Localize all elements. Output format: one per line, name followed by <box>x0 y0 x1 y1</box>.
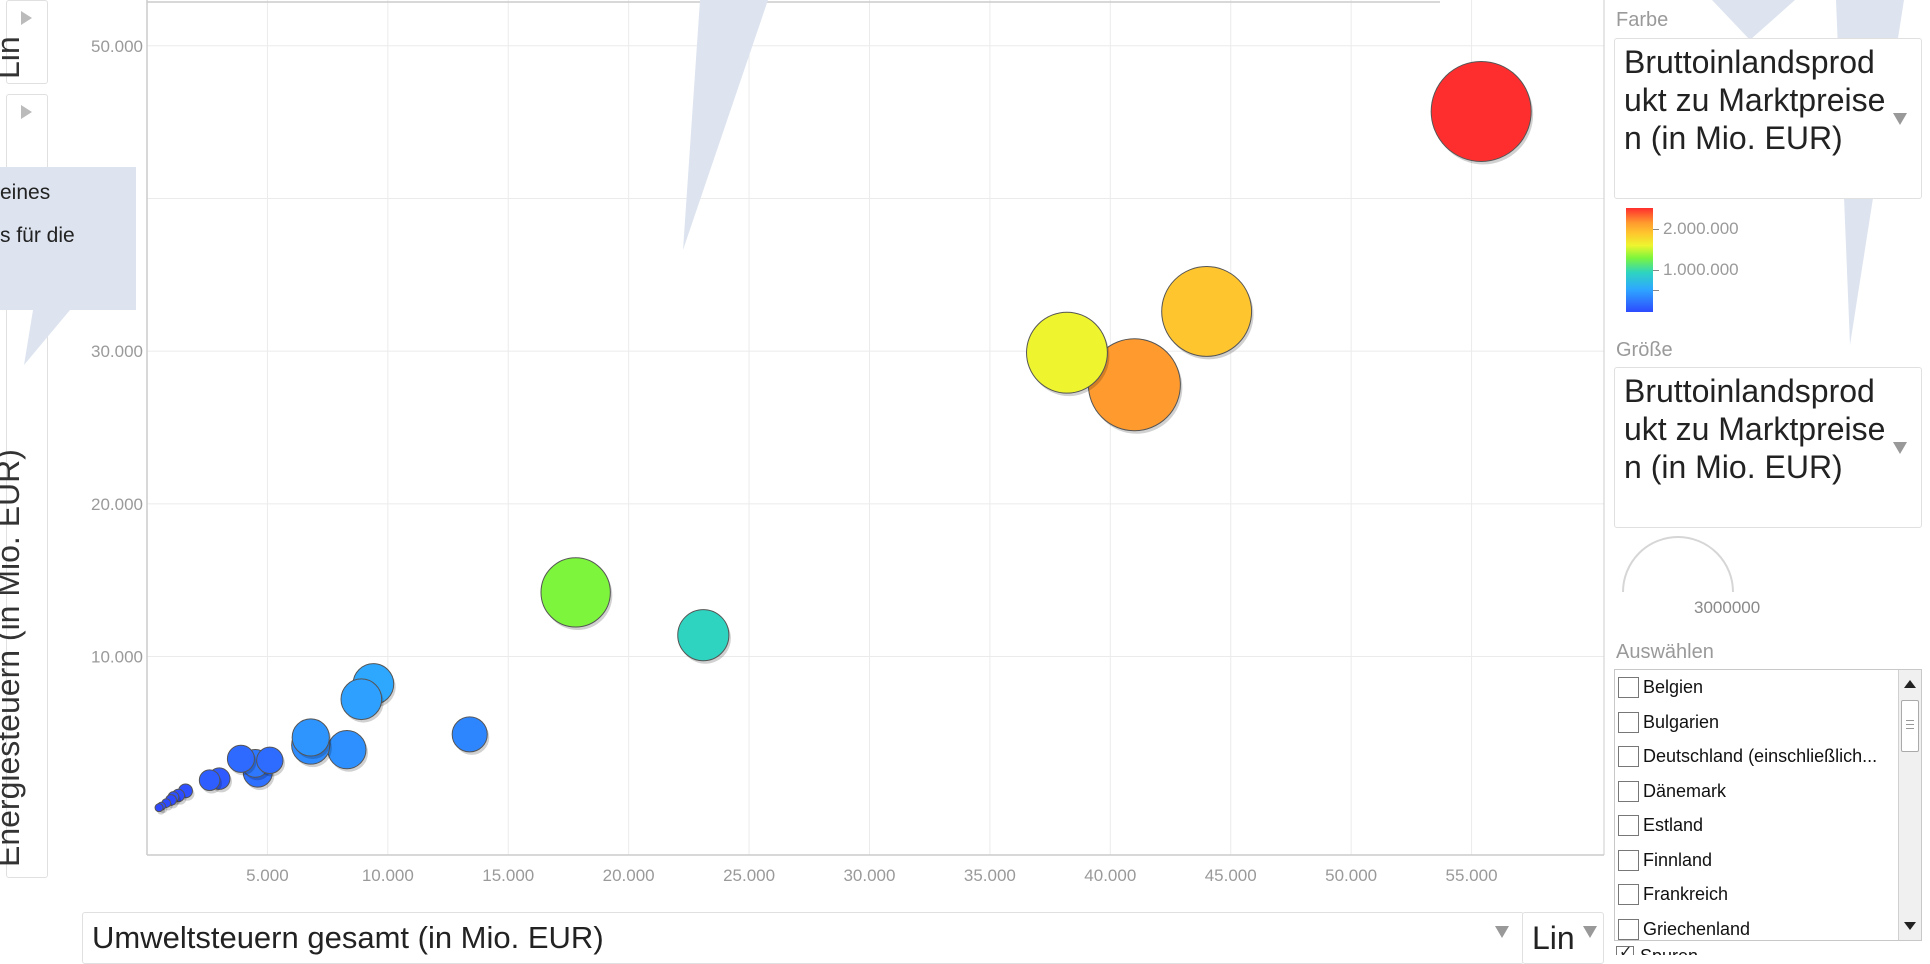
list-item[interactable]: Griechenland <box>1618 914 1898 941</box>
size-selector-value: Bruttoinlandsprodukt zu Marktpreisen (in… <box>1624 373 1886 485</box>
tooltip-line-1: eines <box>0 181 51 204</box>
y-scale-selector[interactable]: Lin <box>0 0 48 84</box>
scrollbar-thumb[interactable] <box>1901 700 1919 752</box>
y-tick-label: 10.000 <box>91 648 143 667</box>
list-item[interactable]: Estland <box>1618 810 1898 840</box>
list-item[interactable]: Dänemark <box>1618 776 1898 806</box>
legend-tick <box>1653 290 1659 291</box>
data-bubble <box>198 769 221 791</box>
check-icon: ✓ <box>1619 944 1633 955</box>
chevron-down-icon <box>1893 112 1907 125</box>
list-item-label: Griechenland <box>1643 918 1751 939</box>
trails-label: Spuren <box>1640 946 1698 955</box>
trails-checkbox[interactable]: ✓ <box>1616 944 1634 955</box>
color-selector-value: Bruttoinlandsprodukt zu Marktpreisen (in… <box>1624 44 1886 156</box>
tooltip-line-2: s für die <box>0 224 75 247</box>
data-bubble <box>1161 266 1253 357</box>
list-item-label: Estland <box>1643 815 1704 835</box>
x-tick-label: 15.000 <box>482 866 534 885</box>
x-tick-label: 45.000 <box>1205 866 1257 885</box>
data-bubble <box>256 746 284 774</box>
size-label: Größe <box>1616 339 1673 361</box>
y-tick-label: 50.000 <box>91 37 143 56</box>
data-bubble <box>1430 60 1532 162</box>
list-item-label: Bulgarien <box>1643 711 1720 732</box>
list-item[interactable]: Frankreich <box>1618 879 1898 909</box>
checkbox[interactable] <box>1618 677 1639 698</box>
list-item-label: Deutschland (einschließlich... <box>1643 746 1878 766</box>
size-selector[interactable]: Bruttoinlandsprodukt zu Marktpreisen (in… <box>1614 367 1922 528</box>
list-item-label: Frankreich <box>1643 884 1729 904</box>
size-legend-arc <box>1622 536 1734 593</box>
callout-pointer-panel <box>1712 0 1795 40</box>
checkbox[interactable] <box>1618 849 1639 871</box>
chevron-down-icon <box>1583 926 1597 938</box>
data-bubble <box>540 557 611 628</box>
checkbox[interactable] <box>1618 746 1639 767</box>
list-item-label: Finnland <box>1643 849 1713 870</box>
chevron-down-icon <box>1893 441 1907 454</box>
checkbox[interactable] <box>1618 711 1639 733</box>
x-scale-label: Lin <box>1532 920 1575 956</box>
data-bubble <box>226 744 255 773</box>
scroll-up-icon[interactable] <box>1904 680 1916 688</box>
y-tick-label: 30.000 <box>91 342 143 361</box>
color-label: Farbe <box>1616 9 1669 31</box>
callout-pointer-left <box>24 310 70 365</box>
checkbox[interactable] <box>1618 780 1639 802</box>
scroll-down-icon[interactable] <box>1904 922 1916 930</box>
checkbox[interactable] <box>1618 884 1639 905</box>
x-tick-label: 5.000 <box>246 866 289 885</box>
x-tick-label: 40.000 <box>1084 866 1136 885</box>
list-item-label: Dänemark <box>1643 780 1727 801</box>
tooltip-box: eines s für die <box>0 167 136 310</box>
scrollbar[interactable] <box>1898 670 1921 940</box>
checkbox[interactable] <box>1618 815 1639 836</box>
legend-tick <box>1653 270 1659 271</box>
color-selector[interactable]: Bruttoinlandsprodukt zu Marktpreisen (in… <box>1614 38 1922 199</box>
data-bubble <box>291 718 330 757</box>
x-tick-label: 20.000 <box>603 866 655 885</box>
data-bubble <box>154 803 164 813</box>
checkbox[interactable] <box>1618 918 1639 940</box>
color-legend: 2.000.000 1.000.000 <box>1626 208 1739 314</box>
legend-tick <box>1653 229 1659 230</box>
data-bubble <box>451 716 488 753</box>
legend-value-mid: 1.000.000 <box>1663 260 1739 279</box>
x-tick-label: 35.000 <box>964 866 1016 885</box>
select-label: Auswählen <box>1616 641 1714 663</box>
x-axis-label: Umweltsteuern gesamt (in Mio. EUR) <box>92 920 604 955</box>
chevron-down-icon <box>1495 926 1509 938</box>
x-scale-selector[interactable]: Lin <box>1522 912 1604 964</box>
bubble-chart[interactable]: 5.000 10.000 15.000 20.000 25.000 30.000 35.00… <box>0 0 1610 900</box>
expand-arrow-icon <box>21 105 32 119</box>
data-bubble <box>677 609 730 662</box>
x-axis-selector[interactable]: Umweltsteuern gesamt (in Mio. EUR) <box>82 912 1524 964</box>
x-tick-label: 10.000 <box>362 866 414 885</box>
x-tick-label: 55.000 <box>1446 866 1498 885</box>
size-legend-value: 3000000 <box>1694 598 1761 617</box>
x-tick-label: 25.000 <box>723 866 775 885</box>
legend-value-high: 2.000.000 <box>1663 219 1739 238</box>
data-bubble <box>1026 311 1108 394</box>
list-item[interactable]: Finnland <box>1618 845 1898 875</box>
data-bubble <box>340 678 383 721</box>
callout-pointer-top <box>683 0 768 250</box>
trails-toggle[interactable]: ✓ Spuren <box>1614 944 1814 955</box>
color-gradient-bar <box>1626 208 1653 312</box>
expand-arrow-icon <box>21 11 32 25</box>
x-tick-label: 30.000 <box>843 866 895 885</box>
list-item[interactable]: Deutschland (einschließlich... <box>1618 741 1898 771</box>
list-item[interactable]: Bulgarien <box>1618 707 1898 737</box>
y-tick-label: 20.000 <box>91 495 143 514</box>
list-item-label: Belgien <box>1643 677 1704 697</box>
chart-svg: 5.000 10.000 15.000 20.000 25.000 30.000 35.00… <box>91 0 1605 885</box>
x-tick-label: 50.000 <box>1325 866 1377 885</box>
list-item[interactable]: Belgien <box>1618 672 1898 702</box>
country-select-list[interactable]: Belgien Bulgarien Deutschland (einschließl… <box>1614 669 1922 941</box>
